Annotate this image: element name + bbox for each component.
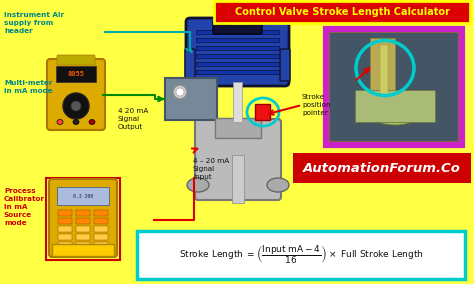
Bar: [58, 242, 72, 248]
Text: Control Valve Stroke Length Calculator: Control Valve Stroke Length Calculator: [235, 7, 449, 17]
Bar: [329, 32, 459, 142]
Text: 0.3 200: 0.3 200: [73, 193, 93, 199]
Text: AutomationForum.Co: AutomationForum.Co: [303, 162, 461, 174]
Bar: [355, 90, 435, 122]
Text: 8055: 8055: [67, 71, 84, 77]
Bar: [57, 187, 109, 205]
Bar: [76, 242, 90, 248]
FancyBboxPatch shape: [195, 119, 281, 200]
Bar: [58, 210, 72, 216]
Bar: [232, 14, 244, 24]
FancyBboxPatch shape: [186, 18, 289, 86]
Bar: [94, 242, 108, 248]
Text: Stroke Length $= \left(\dfrac{\mathrm{Input\ mA} - 4}{16}\right) \times$ Full St: Stroke Length $= \left(\dfrac{\mathrm{In…: [179, 244, 423, 266]
Ellipse shape: [73, 120, 79, 124]
FancyBboxPatch shape: [325, 28, 463, 146]
Bar: [196, 62, 279, 66]
Bar: [233, 82, 242, 122]
Bar: [52, 244, 114, 256]
FancyBboxPatch shape: [214, 1, 470, 23]
Bar: [380, 45, 388, 95]
FancyBboxPatch shape: [137, 231, 465, 279]
FancyBboxPatch shape: [49, 179, 117, 257]
Text: Multi-meter
in mA mode: Multi-meter in mA mode: [4, 80, 53, 94]
Bar: [94, 234, 108, 240]
Bar: [196, 70, 279, 74]
Ellipse shape: [176, 88, 184, 96]
Ellipse shape: [375, 111, 415, 125]
Bar: [255, 104, 270, 120]
Bar: [165, 78, 217, 120]
Bar: [370, 38, 395, 108]
Bar: [293, 153, 471, 183]
FancyBboxPatch shape: [185, 49, 195, 81]
Text: Process
Calibrator
in mA
Source
mode: Process Calibrator in mA Source mode: [4, 188, 45, 226]
FancyBboxPatch shape: [213, 20, 262, 34]
Ellipse shape: [57, 120, 63, 124]
Bar: [76, 218, 90, 224]
Text: 4 20 mA
Signal
Output: 4 20 mA Signal Output: [118, 108, 148, 130]
Bar: [330, 33, 458, 141]
FancyBboxPatch shape: [47, 59, 105, 130]
Bar: [76, 210, 90, 216]
FancyBboxPatch shape: [280, 49, 290, 81]
Bar: [58, 226, 72, 232]
Text: Stroke
position
pointer: Stroke position pointer: [302, 94, 330, 116]
Ellipse shape: [267, 178, 289, 192]
Bar: [232, 155, 244, 203]
Ellipse shape: [173, 85, 187, 99]
Bar: [94, 210, 108, 216]
Ellipse shape: [187, 178, 209, 192]
Bar: [196, 38, 279, 42]
Ellipse shape: [63, 93, 89, 119]
Bar: [196, 54, 279, 58]
Text: Instrument Air
supply from
header: Instrument Air supply from header: [4, 12, 64, 34]
FancyBboxPatch shape: [57, 55, 95, 65]
Bar: [58, 234, 72, 240]
Bar: [76, 234, 90, 240]
Bar: [94, 226, 108, 232]
Bar: [58, 218, 72, 224]
Bar: [46, 178, 120, 260]
Ellipse shape: [71, 101, 81, 111]
Bar: [215, 118, 261, 138]
Bar: [76, 226, 90, 232]
Bar: [56, 66, 96, 82]
Ellipse shape: [89, 120, 95, 124]
Bar: [196, 30, 279, 34]
Bar: [94, 218, 108, 224]
Bar: [196, 46, 279, 50]
Text: 4 – 20 mA
Signal
Input: 4 – 20 mA Signal Input: [193, 158, 229, 180]
